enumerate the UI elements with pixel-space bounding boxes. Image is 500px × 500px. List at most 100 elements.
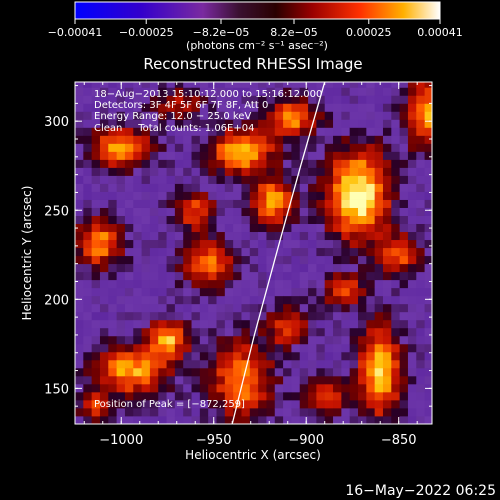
heatmap-cell [349, 279, 359, 289]
heatmap-cell [333, 175, 342, 184]
heatmap-cell [399, 359, 409, 369]
heatmap-cell [299, 367, 309, 377]
heatmap-cell [216, 223, 226, 233]
heatmap-cell [99, 143, 109, 152]
heatmap-cell [341, 167, 351, 176]
heatmap-cell [233, 391, 242, 401]
heatmap-cell [133, 287, 143, 297]
heatmap-cell [149, 375, 159, 385]
heatmap-cell [149, 319, 159, 329]
heatmap-cell [208, 383, 217, 393]
heatmap-cell [266, 111, 276, 120]
heatmap-cell [358, 287, 367, 297]
heatmap-cell [216, 359, 226, 369]
heatmap-cell [382, 82, 392, 88]
heatmap-cell [283, 127, 292, 136]
heatmap-cell [149, 207, 159, 216]
heatmap-cell [99, 407, 109, 417]
heatmap-cell [258, 247, 267, 257]
heatmap-cell [283, 335, 292, 345]
heatmap-cell [216, 199, 226, 208]
heatmap-cell [258, 335, 267, 345]
heatmap-cell [374, 175, 384, 184]
heatmap-cell [116, 263, 126, 273]
heatmap-cell [124, 175, 134, 184]
heatmap-cell [399, 127, 409, 136]
heatmap-cell [166, 183, 176, 192]
solar-limb-curve [231, 82, 326, 424]
heatmap-cell [283, 159, 292, 168]
heatmap-cell [424, 415, 432, 424]
heatmap-cell [416, 399, 426, 409]
heatmap-cell [83, 415, 93, 424]
heatmap-cell [407, 247, 417, 257]
heatmap-cell [341, 255, 351, 265]
heatmap-cell [308, 135, 317, 144]
heatmap-cell [274, 215, 284, 225]
heatmap-cell [124, 183, 134, 192]
heatmap-cell [83, 183, 93, 192]
heatmap-cell [233, 319, 242, 329]
heatmap-cell [141, 199, 151, 208]
heatmap-cell [158, 127, 168, 136]
heatmap-cell [249, 295, 259, 305]
heatmap-cell [308, 295, 317, 305]
heatmap-cell [358, 135, 367, 144]
heatmap-cell [407, 215, 417, 225]
heatmap-cell [91, 415, 101, 424]
heatmap-cell [274, 231, 284, 241]
heatmap-cell [91, 303, 101, 313]
heatmap-cell [233, 351, 242, 361]
heatmap-cell [258, 239, 267, 249]
heatmap-cell [258, 415, 267, 424]
heatmap-cell [399, 279, 409, 289]
heatmap-cell [324, 319, 334, 329]
heatmap-cell [324, 415, 334, 424]
heatmap-cell [183, 191, 192, 200]
heatmap-cell [349, 391, 359, 401]
heatmap-cell [424, 271, 432, 281]
heatmap-cell [291, 82, 301, 88]
heatmap-cell [141, 231, 151, 241]
heatmap-cell [366, 311, 376, 321]
heatmap-cell [258, 175, 267, 184]
heatmap-cell [358, 295, 367, 305]
heatmap-cell [91, 191, 101, 200]
heatmap-cell [91, 151, 101, 160]
heatmap-cell [158, 191, 168, 200]
heatmap-cell [224, 103, 234, 112]
heatmap-cell [249, 215, 259, 225]
heatmap-cell [416, 279, 426, 289]
heatmap-cell [391, 215, 401, 225]
heatmap-cell [183, 415, 192, 424]
heatmap-cell [233, 151, 242, 160]
heatmap-cell [341, 375, 351, 385]
heatmap-cell [208, 119, 217, 128]
heatmap-cell [274, 287, 284, 297]
heatmap-cell [141, 111, 151, 120]
heatmap-cell [382, 407, 392, 417]
heatmap-cell [116, 375, 126, 385]
heatmap-cell [266, 287, 276, 297]
heatmap-cell [208, 95, 217, 104]
heatmap-cell [83, 215, 93, 225]
heatmap-cell [366, 135, 376, 144]
heatmap-cell [158, 391, 168, 401]
heatmap-cell [91, 247, 101, 257]
heatmap-cell [191, 87, 201, 96]
heatmap-cell [299, 359, 309, 369]
heatmap-cell [141, 127, 151, 136]
heatmap-cell [191, 391, 201, 401]
heatmap-cell [366, 335, 376, 345]
heatmap-cell [208, 239, 217, 249]
heatmap-cell [75, 407, 84, 417]
heatmap-cell [333, 159, 342, 168]
heatmap-cell [316, 255, 326, 265]
heatmap-cell [424, 143, 432, 152]
heatmap-cell [266, 367, 276, 377]
heatmap-cell [416, 135, 426, 144]
heatmap-cell [208, 183, 217, 192]
heatmap-cell [291, 391, 301, 401]
heatmap-cell [382, 311, 392, 321]
heatmap-cell [316, 127, 326, 136]
